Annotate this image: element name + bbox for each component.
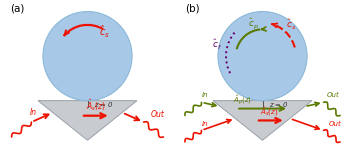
- Circle shape: [218, 12, 307, 101]
- Text: $\hat{c}_f$: $\hat{c}_f$: [212, 38, 222, 52]
- Text: Out: Out: [329, 121, 341, 127]
- Text: Out: Out: [150, 110, 164, 119]
- Text: Out: Out: [327, 92, 340, 98]
- Text: In: In: [202, 92, 208, 98]
- Text: $\hat{c}_p$: $\hat{c}_p$: [248, 17, 259, 31]
- Text: z = 0: z = 0: [269, 102, 288, 108]
- Text: $\hat{c}_s$: $\hat{c}_s$: [286, 18, 296, 32]
- Circle shape: [43, 12, 132, 101]
- Polygon shape: [213, 101, 312, 140]
- Text: $\hat{A}_p(z)$: $\hat{A}_p(z)$: [233, 93, 252, 107]
- Text: $\hat{A}_s(z)$: $\hat{A}_s(z)$: [260, 106, 278, 118]
- Text: $\hat{c}_s$: $\hat{c}_s$: [99, 24, 110, 40]
- Text: In: In: [30, 108, 37, 117]
- Text: z = 0: z = 0: [94, 102, 113, 108]
- Text: (b): (b): [185, 3, 200, 13]
- Text: $\hat{A}_s(z)$: $\hat{A}_s(z)$: [86, 97, 106, 113]
- Text: In: In: [202, 121, 208, 127]
- Polygon shape: [38, 101, 137, 140]
- Text: (a): (a): [10, 3, 25, 13]
